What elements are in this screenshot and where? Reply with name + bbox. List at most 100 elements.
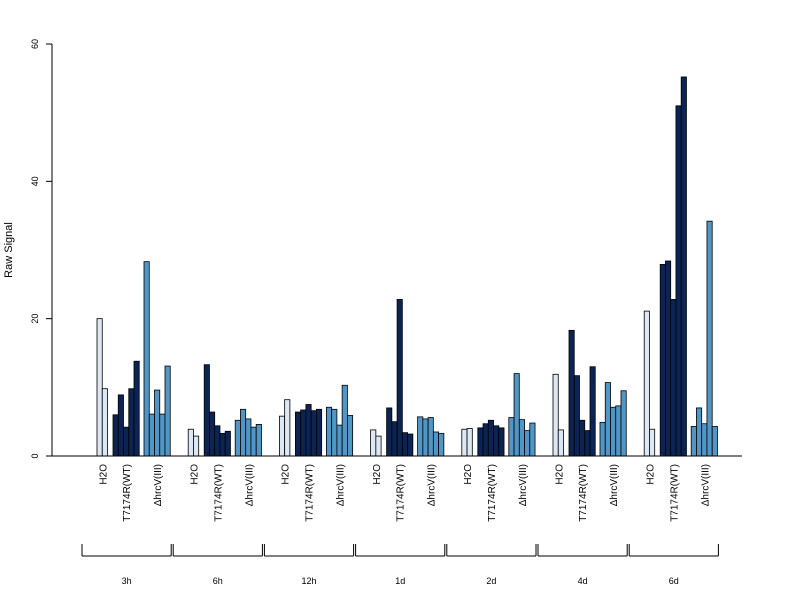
bar <box>706 220 713 457</box>
bars <box>96 76 718 457</box>
bar <box>336 424 343 457</box>
bar <box>370 429 377 457</box>
bar <box>396 299 403 457</box>
group-label: ΔhrcV(III) <box>518 464 529 506</box>
bar <box>391 421 398 457</box>
bar <box>649 428 656 457</box>
bar <box>117 394 124 457</box>
group-label: T7174R(WT) <box>396 464 407 522</box>
bar <box>187 428 194 457</box>
bar <box>589 366 596 457</box>
bar <box>552 373 559 457</box>
bar <box>579 419 586 457</box>
bar <box>573 375 580 457</box>
group-label: T7174R(WT) <box>669 464 680 522</box>
bar <box>310 410 317 457</box>
bar <box>278 415 286 457</box>
group-label: ΔhrcV(III) <box>153 464 164 506</box>
bar <box>690 426 697 457</box>
bar <box>524 430 531 457</box>
bar <box>557 429 564 457</box>
bar <box>680 76 687 457</box>
bar <box>518 419 525 457</box>
bar <box>427 417 434 457</box>
bar <box>665 260 672 457</box>
bar <box>461 428 468 457</box>
bar <box>341 384 348 457</box>
group-label: H2O <box>646 464 657 485</box>
group-label: ΔhrcV(III) <box>609 464 620 506</box>
group-label: ΔhrcV(III) <box>700 464 711 506</box>
bar <box>123 426 130 457</box>
group-label: H2O <box>372 464 383 485</box>
timepoint-label: 4d <box>578 576 588 586</box>
group-label: T7174R(WT) <box>305 464 316 522</box>
y-tick-label: 60 <box>30 39 40 49</box>
group-label: T7174R(WT) <box>122 464 133 522</box>
bar <box>224 430 231 457</box>
y-tick-label: 0 <box>30 453 40 458</box>
bar <box>432 431 440 457</box>
bar <box>193 435 200 457</box>
bar <box>300 409 307 457</box>
timepoint-label: 6d <box>669 576 679 586</box>
bar <box>711 426 718 457</box>
group-label: H2O <box>98 464 109 485</box>
group-label: ΔhrcV(III) <box>244 464 255 506</box>
bar <box>164 365 171 457</box>
bar <box>610 406 617 457</box>
bar <box>143 261 150 457</box>
bar <box>325 406 333 457</box>
bar <box>294 411 302 457</box>
timepoint-label: 3h <box>122 576 132 586</box>
bar <box>148 413 155 457</box>
timepoint-brackets: 3h 6h 12h 1d 2d 4d 6d <box>81 544 719 586</box>
group-label: H2O <box>189 464 200 485</box>
group-label: T7174R(WT) <box>578 464 589 522</box>
bar <box>604 382 611 457</box>
bar <box>615 405 622 457</box>
group-label: T7174R(WT) <box>213 464 224 522</box>
bar <box>331 408 338 457</box>
bar <box>401 432 409 457</box>
bar <box>659 264 666 457</box>
bar <box>214 425 221 457</box>
bar <box>386 407 393 457</box>
bar <box>675 105 682 457</box>
bar <box>255 424 262 457</box>
bar <box>219 432 226 457</box>
bar <box>203 364 210 457</box>
bar <box>101 388 108 457</box>
bar <box>96 318 103 457</box>
y-tick-label: 40 <box>30 176 40 186</box>
bar <box>305 404 312 457</box>
bar <box>670 299 677 457</box>
bar <box>133 360 140 457</box>
bar <box>250 426 257 457</box>
group-label: ΔhrcV(III) <box>427 464 438 506</box>
bar <box>584 430 591 457</box>
bar <box>154 389 161 457</box>
bar <box>701 423 708 457</box>
bar <box>438 432 445 457</box>
bar <box>128 388 135 457</box>
bar <box>466 428 473 457</box>
bar <box>315 408 323 457</box>
y-axis-title: Raw Signal <box>3 222 15 278</box>
y-tick-label: 20 <box>30 314 40 324</box>
bar <box>245 418 252 457</box>
bar <box>346 415 354 457</box>
timepoint-label: 2d <box>486 576 496 586</box>
timepoint-label: 1d <box>395 576 405 586</box>
bar <box>599 421 606 457</box>
bar <box>620 390 627 457</box>
group-label: H2O <box>554 464 565 485</box>
bar <box>209 411 216 457</box>
group-label: ΔhrcV(III) <box>336 464 347 506</box>
bar <box>234 419 241 457</box>
y-axis: 0 20 40 60 <box>30 39 53 459</box>
bar <box>375 435 382 457</box>
bar <box>487 419 494 457</box>
bar <box>240 408 247 457</box>
